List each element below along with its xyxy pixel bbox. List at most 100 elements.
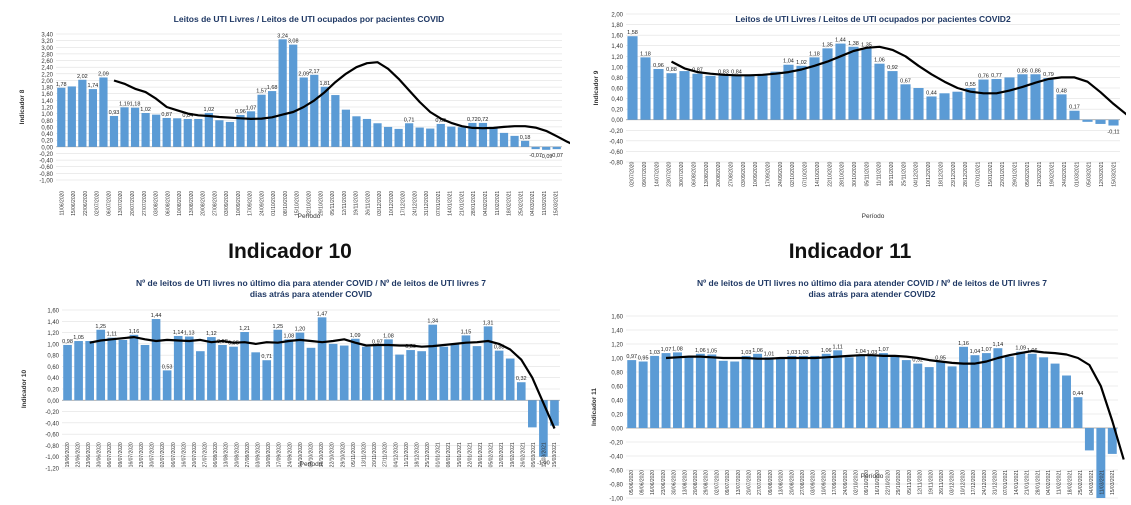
bar [810, 355, 820, 428]
y-tick-label: 1,40 [611, 329, 623, 335]
data-label: 1,78 [56, 82, 67, 88]
bar [796, 65, 807, 120]
y-tick-label: 0,60 [611, 87, 623, 93]
x-tick-label: 22/10/2020 [330, 442, 336, 467]
data-label: 1,05 [706, 349, 717, 355]
x-tick-label: 09/07/2020 [642, 162, 648, 187]
x-tick-label: 19/11/2020 [354, 191, 360, 216]
data-label: 1,16 [129, 329, 140, 335]
bar [753, 353, 763, 428]
bar [278, 39, 287, 147]
x-tick-label: 04/03/2021 [1089, 470, 1095, 495]
y-tick-label: -0,40 [609, 139, 623, 145]
bar [1017, 74, 1028, 120]
x-tick-label: 18/02/2021 [507, 191, 513, 216]
data-label: 0,53 [162, 364, 173, 370]
bar [151, 319, 161, 401]
x-tick-label: 20/11/2020 [372, 442, 378, 467]
bar [627, 360, 637, 428]
x-tick-label: 13/11/2020 [361, 442, 367, 467]
data-label: 1,25 [272, 324, 283, 330]
x-tick-label: 14/01/2021 [1014, 470, 1020, 495]
data-label: 1,74 [88, 83, 99, 89]
bar [718, 75, 729, 120]
data-label: 1,14 [173, 330, 184, 336]
bar [1027, 353, 1037, 428]
x-tick-label: 27/07/2020 [757, 470, 763, 495]
bar [225, 121, 235, 147]
y-tick-label: 0,80 [41, 119, 53, 125]
x-tick-label: 31/12/2020 [424, 191, 430, 216]
bar [770, 71, 781, 120]
data-label: 1,06 [874, 58, 885, 64]
bar [993, 348, 1003, 428]
bar [229, 346, 238, 401]
bar [478, 122, 488, 147]
data-label: 0,86 [1017, 68, 1028, 74]
y-tick-label: 2,40 [41, 66, 53, 72]
x-tick-label: 04/02/2021 [1046, 470, 1052, 495]
x-tick-label: 03/08/2020 [154, 191, 160, 216]
y-tick-label: 0,40 [41, 132, 53, 138]
data-label: 0,97 [626, 354, 637, 360]
bar [822, 48, 833, 120]
bar [152, 114, 161, 147]
x-tick-label: 30/10/2020 [852, 162, 858, 187]
y-tick-label: 0,00 [611, 118, 623, 124]
bar [489, 126, 498, 147]
bar [936, 361, 946, 428]
data-label: 1,08 [284, 333, 295, 339]
data-label: 1,44 [151, 313, 162, 319]
data-label: 1,18 [640, 51, 651, 57]
x-tick-label: 15/03/2021 [1111, 162, 1117, 187]
x-tick-label: 15/01/2021 [457, 442, 463, 467]
x-tick-label: 26/02/2021 [520, 442, 526, 467]
y-tick-label: -0,20 [609, 129, 623, 135]
bar [320, 86, 329, 147]
bar [939, 93, 950, 120]
x-tick-label: 29/01/2021 [478, 442, 484, 467]
y-tick-label: -0,80 [39, 172, 53, 178]
x-tick-label: 28/10/2020 [840, 162, 846, 187]
x-tick-label: 28/01/2021 [471, 191, 477, 216]
x-tick-label: 10/09/2020 [753, 162, 759, 187]
x-tick-label: 24/09/2020 [259, 191, 265, 216]
data-label: 0,83 [718, 69, 729, 75]
y-tick-label: 0,60 [47, 365, 59, 371]
bar [1039, 357, 1049, 428]
x-tick-label: 01/01/2021 [436, 442, 442, 467]
data-label: 1,68 [267, 85, 278, 91]
bar [405, 123, 414, 147]
bar [1004, 356, 1014, 428]
bar [867, 355, 877, 428]
bar [741, 355, 751, 428]
data-label: 1,02 [796, 60, 807, 66]
x-tick-label: 07/01/2021 [436, 191, 442, 216]
bar [1050, 363, 1060, 428]
bar [57, 87, 66, 147]
bar [109, 115, 119, 147]
data-label: 0,72 [467, 117, 478, 123]
x-tick-label: 27/07/2020 [142, 191, 148, 216]
bar [183, 118, 192, 147]
x-tick-label: 25/02/2021 [1078, 470, 1084, 495]
data-label: 1,08 [383, 333, 394, 339]
x-tick-label: 23/12/2020 [951, 162, 957, 187]
x-tick-label: 17/09/2020 [277, 442, 283, 467]
bar [666, 73, 677, 120]
data-label: 1,11 [833, 344, 843, 350]
x-tick-label: 12/11/2020 [342, 191, 348, 216]
x-tick-label: 19/02/2021 [510, 442, 516, 467]
bar [483, 326, 493, 401]
bar [428, 324, 438, 401]
data-label: 1,03 [649, 350, 660, 356]
bar [861, 48, 872, 120]
y-tick-label: 0,20 [611, 413, 623, 419]
data-label: 1,03 [741, 350, 752, 356]
bar [141, 112, 150, 147]
x-tick-label: 15/06/2020 [71, 191, 77, 216]
data-label: 1,19 [119, 101, 130, 107]
x-tick-label: 02/10/2020 [790, 162, 796, 187]
bar [638, 361, 648, 428]
trend-line [665, 349, 1125, 460]
